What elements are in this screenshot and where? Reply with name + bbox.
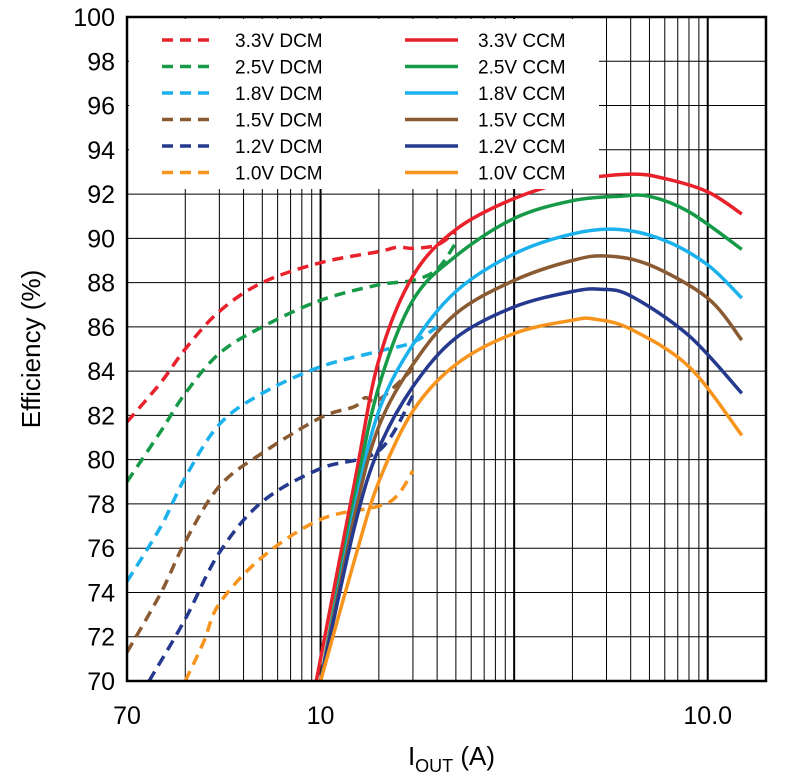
y-tick-labels: 70 72 74 76 78 80 82 84 86 88 90 92 94 96 98 100 xyxy=(73,4,115,696)
legend-label-1-5v-ccm: 1.5V CCM xyxy=(478,111,566,132)
series-line-1-2v-ccm xyxy=(318,287,744,681)
x-axis-title: IOUT (A) xyxy=(408,741,495,776)
legend-label-3-3v-ccm: 3.3V CCM xyxy=(478,31,566,52)
series-line-1-0v-dcm xyxy=(183,469,415,681)
x-axis-title-unit: (A) xyxy=(453,741,495,771)
plot-frame xyxy=(125,15,768,683)
series-line-1-8v-ccm xyxy=(318,227,744,681)
legend-label-3-3v-dcm: 3.3V DCM xyxy=(235,31,323,52)
series-line-3-3v-dcm xyxy=(127,230,457,424)
legend-label-1-0v-ccm: 1.0V CCM xyxy=(478,164,566,185)
x-tick-label: 70 xyxy=(113,702,141,730)
legend-label-1-8v-ccm: 1.8V CCM xyxy=(478,84,566,105)
series-line-3-3v-ccm xyxy=(314,172,743,681)
y-tick-label: 100 xyxy=(73,4,115,32)
series-line-2-5v-dcm xyxy=(127,241,458,483)
y-tick-label: 70 xyxy=(87,668,115,696)
y-tick-label: 76 xyxy=(87,535,115,563)
legend-label-1-0v-dcm: 1.0V DCM xyxy=(235,164,323,185)
legend-label-1-2v-dcm: 1.2V DCM xyxy=(235,137,323,158)
legend: 3.3V DCM 2.5V DCM 1.8V DCM 1.5V DCM 1.2V DCM… xyxy=(162,31,566,185)
series-line-1-8v-dcm xyxy=(127,325,439,583)
x-tick-label: 10 xyxy=(307,702,335,730)
y-tick-label: 88 xyxy=(87,270,115,298)
legend-label-2-5v-ccm: 2.5V CCM xyxy=(478,58,566,79)
y-tick-label: 90 xyxy=(87,225,115,253)
y-tick-label: 74 xyxy=(87,579,115,607)
y-tick-label: 98 xyxy=(87,48,115,76)
y-tick-label: 82 xyxy=(87,402,115,430)
y-tick-label: 72 xyxy=(87,624,115,652)
legend-label-1-8v-dcm: 1.8V DCM xyxy=(235,84,323,105)
series-line-1-5v-ccm xyxy=(318,254,744,681)
y-tick-label: 80 xyxy=(87,447,115,475)
legend-label-1-5v-dcm: 1.5V DCM xyxy=(235,111,323,132)
y-tick-label: 94 xyxy=(87,137,115,165)
series-lines xyxy=(127,172,744,681)
y-axis-title: Efficiency (%) xyxy=(16,270,46,428)
y-tick-label: 84 xyxy=(87,358,115,386)
series-line-1-0v-ccm xyxy=(318,316,744,681)
x-tick-label: 10.0 xyxy=(683,702,732,730)
series-line-2-5v-ccm xyxy=(318,193,743,681)
y-tick-label: 86 xyxy=(87,314,115,342)
legend-label-2-5v-dcm: 2.5V DCM xyxy=(235,58,323,79)
x-tick-labels: 70 10 10.0 xyxy=(113,702,732,730)
y-tick-label: 96 xyxy=(87,93,115,121)
x-axis-title-subscript: OUT xyxy=(415,756,453,776)
x-axis-title-main: I xyxy=(408,741,415,771)
legend-background xyxy=(129,19,599,189)
y-tick-label: 92 xyxy=(87,181,115,209)
legend-label-1-2v-ccm: 1.2V CCM xyxy=(478,137,566,158)
y-tick-label: 78 xyxy=(87,491,115,519)
